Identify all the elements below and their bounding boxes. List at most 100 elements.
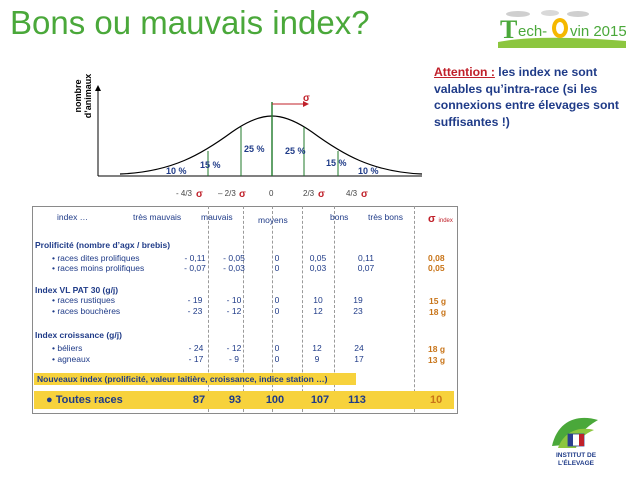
column-divider [272, 206, 273, 412]
all-races-value: 113 [348, 394, 366, 406]
attention-note: Attention : les index ne sont valables q… [434, 64, 634, 130]
cell: - 23 [187, 306, 203, 316]
tick-sigma: σ [318, 189, 325, 200]
cell: - 12 [226, 306, 242, 316]
cell: 19 [353, 295, 363, 305]
cell: - 17 [188, 354, 204, 364]
tick-sigma: σ [361, 189, 368, 200]
svg-text:ech-: ech- [518, 23, 547, 40]
row-label: • races moins prolifiques [52, 263, 145, 273]
cell: - 24 [188, 343, 204, 353]
sigma-value: 13 g [428, 355, 446, 365]
row-label: • races rustiques [52, 295, 115, 305]
header-tres-mauvais: très mauvais [133, 212, 182, 222]
header-mauvais: mauvais [201, 212, 233, 222]
cell: 0 [274, 263, 280, 273]
cell: 17 [354, 354, 364, 364]
cell: - 0,03 [223, 263, 245, 273]
cell: 12 [312, 343, 322, 353]
cell: 9 [314, 354, 320, 364]
attention-lead: Attention : [434, 65, 495, 79]
section-title: Index VL PAT 30 (g/j) [35, 285, 119, 295]
cell: 0 [274, 354, 280, 364]
cell: 0 [274, 306, 280, 316]
index-table [32, 206, 458, 414]
sigma-value: 18 g [429, 307, 447, 317]
svg-text:INSTITUT DE: INSTITUT DE [556, 452, 597, 459]
cell: 0 [274, 253, 280, 263]
pct-label: 25 % [285, 146, 306, 156]
section-title: Prolificité (nombre d’agx / brebis) [35, 240, 171, 250]
cell: 0,11 [358, 253, 374, 263]
cell: 0,03 [309, 263, 327, 273]
cell: - 19 [187, 295, 203, 305]
sigma-label: σ [303, 93, 310, 104]
cell: 10 [313, 295, 323, 305]
cell: 24 [354, 343, 364, 353]
all-races-value: 100 [265, 394, 285, 406]
column-divider [208, 206, 209, 412]
ylabel-line-1: nombre [73, 79, 83, 113]
sigma-value: 15 g [429, 296, 447, 306]
row-label: • races bouchères [52, 306, 121, 316]
sigma-subscript: index [438, 218, 453, 224]
row-label: • agneaux [52, 354, 90, 364]
all-races-value: 107 [310, 394, 330, 406]
row-label: • béliers [52, 343, 83, 353]
cell: 23 [353, 306, 363, 316]
institut-elevage-logo: INSTITUT DE L’ÉLEVAGE [548, 410, 604, 470]
all-races-bar [34, 391, 454, 409]
cell: - 9 [229, 354, 239, 364]
sigma-value: 0,08 [428, 253, 445, 263]
cell: - 0,11 [184, 253, 206, 263]
new-index-banner: Nouveaux index (prolificité, valeur lait… [34, 373, 356, 385]
sigma-value: 0,05 [428, 263, 445, 273]
cell: 0,05 [309, 253, 327, 263]
cell: 0 [274, 343, 280, 353]
attention-text: les index ne sont valables qu’intra-race… [434, 65, 619, 129]
all-races-value: 93 [228, 394, 242, 406]
cell: 12 [313, 306, 323, 316]
svg-text:T: T [500, 15, 517, 44]
header-tres-bons: très bons [368, 212, 403, 222]
tick-label: 2/3 [303, 189, 315, 198]
sigma-value: 18 g [428, 344, 446, 354]
tick-sigma: σ [239, 189, 246, 200]
normal-distribution-chart: σ 10 % 15 % 25 % 25 % 15 % 10 % - 4/3 σ … [95, 85, 423, 200]
tick-label: 0 [269, 189, 274, 198]
header-bons: bons [330, 212, 349, 222]
page-title: Bons ou mauvais index? [10, 4, 370, 41]
all-races-sigma: 10 [430, 394, 443, 406]
cell: - 12 [226, 343, 242, 353]
header-index: index … [57, 212, 89, 222]
tick-sigma: σ [196, 189, 203, 200]
tick-label: 4/3 [346, 189, 358, 198]
sigma-symbol: σ [428, 213, 436, 225]
pct-label: 10 % [358, 166, 379, 176]
header-sigma-index: σ index [428, 209, 453, 227]
svg-text:vin 2015: vin 2015 [570, 23, 626, 40]
row-label: • races dites prolifiques [52, 253, 140, 263]
column-divider [334, 206, 335, 412]
svg-text:L’ÉLEVAGE: L’ÉLEVAGE [558, 458, 595, 467]
section-title: Index croissance (g/j) [35, 330, 122, 340]
header-moyens: moyens [258, 215, 288, 225]
pct-label: 10 % [166, 166, 187, 176]
all-races-label: ● Toutes races [46, 394, 123, 406]
cell: 0,07 [357, 263, 375, 273]
pct-label: 25 % [244, 144, 265, 154]
column-divider [414, 206, 415, 412]
column-divider [302, 206, 303, 412]
tech-ovin-logo: T ech- vin 2015 [498, 8, 627, 48]
tick-label: – 2/3 [218, 189, 236, 198]
all-races-value: 87 [192, 394, 206, 406]
column-divider [243, 206, 244, 412]
cell: - 0,05 [223, 253, 245, 263]
tick-label: - 4/3 [176, 189, 193, 198]
cell: - 10 [226, 295, 242, 305]
cell: - 0,07 [184, 263, 206, 273]
cell: 0 [274, 295, 280, 305]
pct-label: 15 % [200, 160, 221, 170]
pct-label: 15 % [326, 158, 347, 168]
chart-ylabel: nombre d’animaux [73, 66, 93, 126]
